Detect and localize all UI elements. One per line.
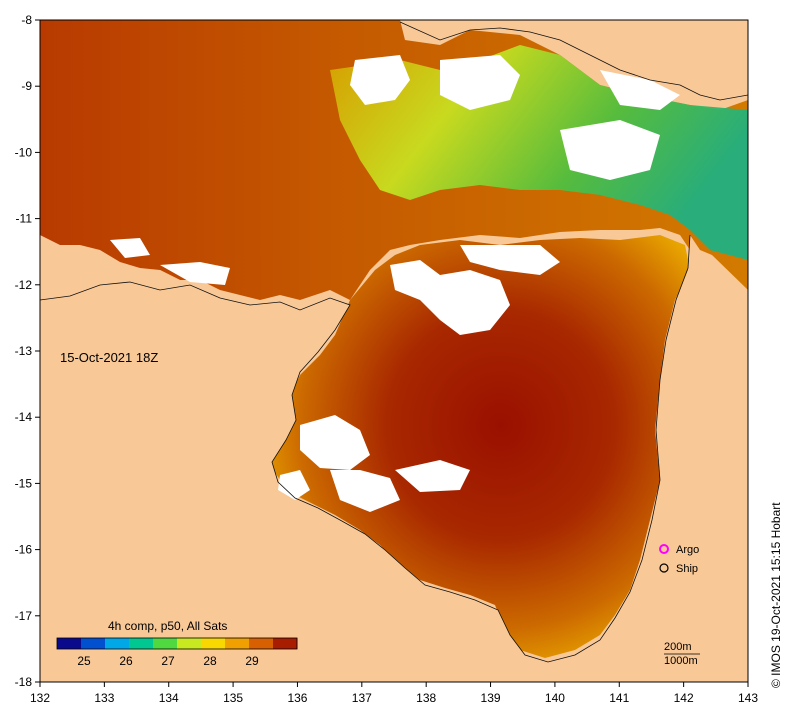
y-tick-label: -18 <box>15 675 33 689</box>
x-tick-label: 138 <box>416 691 436 705</box>
y-tick-label: -15 <box>15 476 33 490</box>
colorbar-gradient <box>57 638 298 649</box>
x-axis: 132 133 134 135 136 137 138 139 140 141 142 143 <box>30 682 758 705</box>
contour-200m-label: 200m <box>664 641 692 653</box>
x-tick-label: 140 <box>545 691 565 705</box>
colorbar-segment <box>273 638 298 649</box>
x-tick-label: 143 <box>738 691 758 705</box>
colorbar-segment <box>225 638 250 649</box>
y-tick-label: -10 <box>15 145 33 159</box>
marker-legend: Argo Ship <box>659 544 699 575</box>
colorbar-segment <box>105 638 130 649</box>
map-plot-area <box>40 20 748 682</box>
colorbar-segment <box>249 638 274 649</box>
colorbar-legend: 4h comp, p50, All Sats 25 26 27 28 29 <box>56 619 298 668</box>
land-cape-york <box>560 235 748 682</box>
ship-label: Ship <box>676 563 698 575</box>
colorbar-segment <box>177 638 202 649</box>
land-arnhem <box>40 282 560 682</box>
coastlines <box>40 21 748 663</box>
colorbar-title: 4h comp, p50, All Sats <box>108 619 227 633</box>
x-tick-label: 141 <box>609 691 629 705</box>
land-new-guinea <box>400 20 748 100</box>
y-tick-label: -14 <box>15 410 33 424</box>
x-tick-label: 132 <box>30 691 50 705</box>
ship-marker-icon <box>659 563 669 573</box>
colorbar-tick-label: 29 <box>245 654 259 668</box>
x-tick-label: 135 <box>223 691 243 705</box>
colorbar-tick-label: 27 <box>161 654 175 668</box>
contour-legend: 200m 1000m <box>664 641 700 667</box>
colorbar-segment <box>129 638 154 649</box>
x-tick-label: 136 <box>287 691 307 705</box>
colorbar-segment <box>153 638 178 649</box>
y-tick-label: -13 <box>15 344 33 358</box>
x-tick-label: 133 <box>94 691 114 705</box>
x-tick-label: 137 <box>352 691 372 705</box>
colorbar-segment <box>57 638 82 649</box>
y-tick-label: -9 <box>21 79 32 93</box>
land-tiwi-islands <box>40 248 180 300</box>
credit-text: © IMOS 19-Oct-2021 15:15 Hobart <box>769 502 783 688</box>
colorbar-segment <box>81 638 106 649</box>
date-label: 15-Oct-2021 18Z <box>60 350 158 365</box>
y-tick-label: -16 <box>15 543 33 557</box>
colorbar-tick-label: 26 <box>119 654 133 668</box>
y-tick-label: -11 <box>16 212 33 226</box>
y-tick-label: -8 <box>21 13 32 27</box>
colorbar-tick-label: 28 <box>203 654 217 668</box>
colorbar-tick-label: 25 <box>77 654 91 668</box>
colorbar-border <box>56 637 298 650</box>
argo-label: Argo <box>676 544 699 556</box>
y-tick-label: -17 <box>15 609 33 623</box>
colorbar-segment <box>201 638 226 649</box>
y-axis: -8 -9 -10 -11 -12 -13 -14 -15 -16 -17 -18 <box>15 13 40 689</box>
contour-1000m-label: 1000m <box>664 655 698 667</box>
x-tick-label: 142 <box>674 691 694 705</box>
y-tick-label: -12 <box>15 278 33 292</box>
argo-marker-icon <box>659 544 669 554</box>
sea-gulf-of-carpentaria <box>270 235 690 658</box>
x-tick-label: 134 <box>159 691 179 705</box>
no-data-patches <box>110 55 680 512</box>
x-tick-label: 139 <box>481 691 501 705</box>
